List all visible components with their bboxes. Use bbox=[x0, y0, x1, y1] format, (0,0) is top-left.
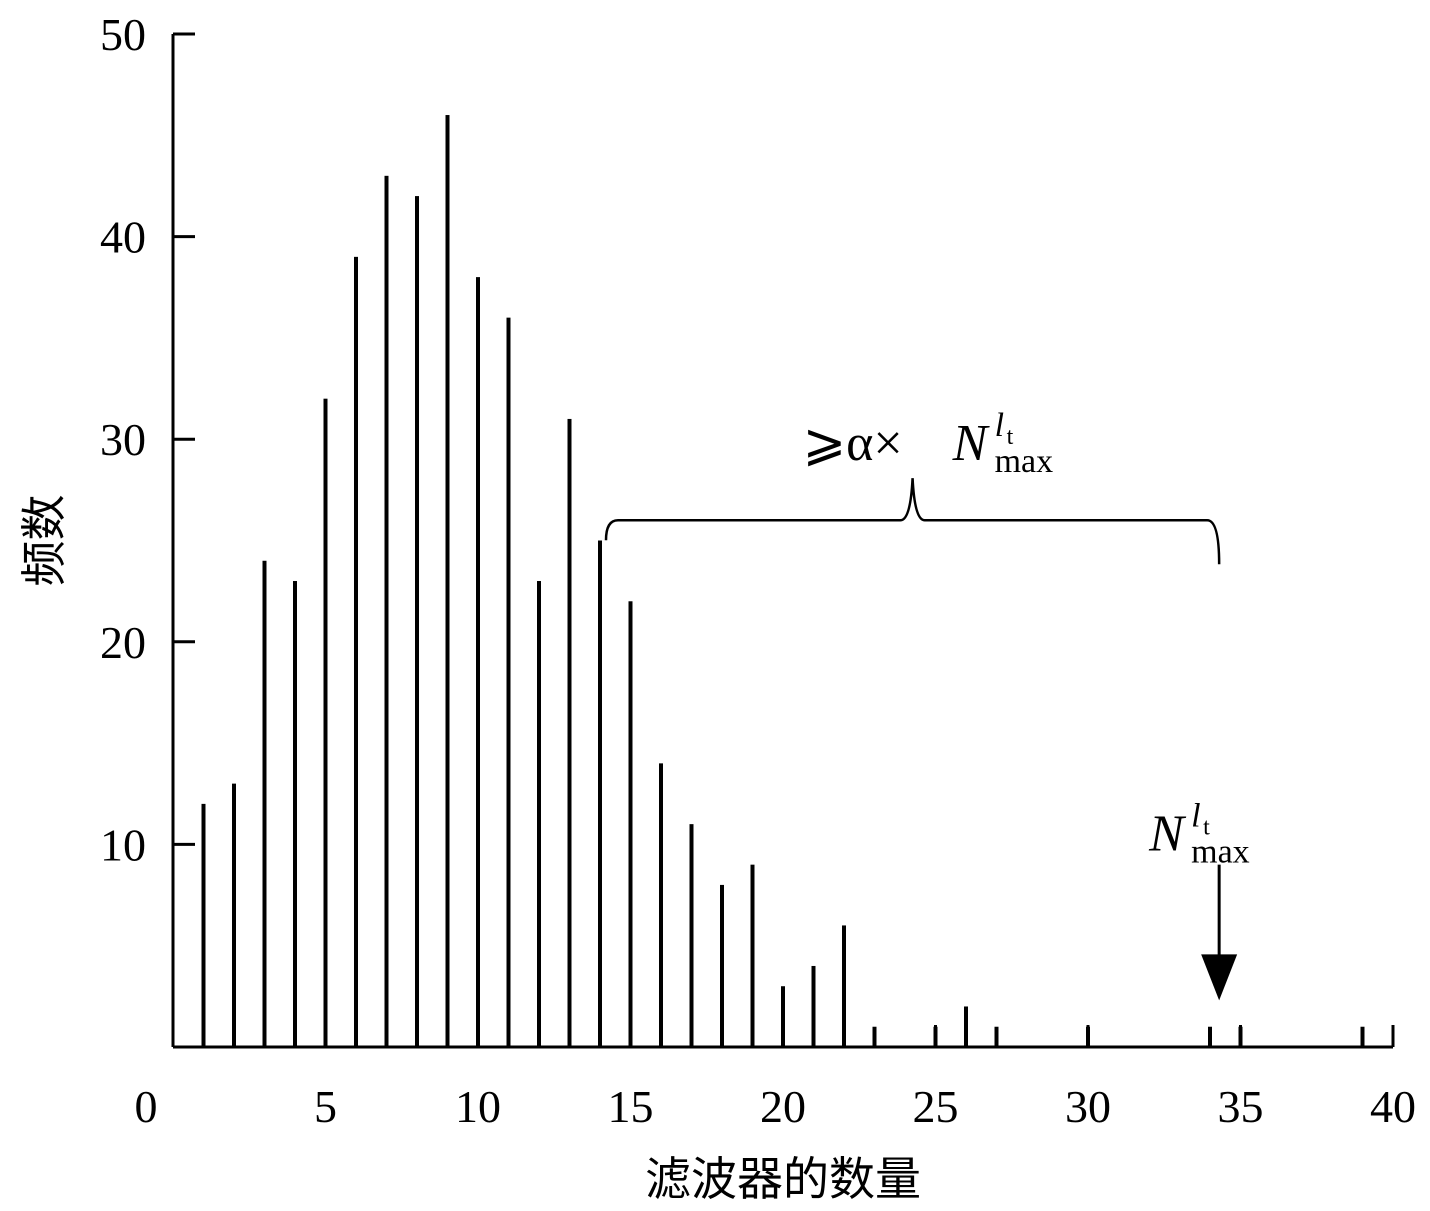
bar bbox=[506, 317, 511, 1047]
y-tick-label: 20 bbox=[100, 617, 146, 668]
y-ticks-group: 10 20 30 40 50 bbox=[100, 9, 195, 870]
bar bbox=[262, 560, 267, 1047]
bar bbox=[293, 581, 297, 1047]
bar bbox=[781, 986, 785, 1047]
bar bbox=[872, 1026, 877, 1047]
brace-label-var: N bbox=[952, 415, 991, 472]
x-tick-label: 25 bbox=[913, 1081, 959, 1132]
arrow-label-sub: max bbox=[1191, 834, 1250, 871]
bar bbox=[964, 1006, 968, 1047]
bar bbox=[445, 115, 450, 1048]
x-tick-label: 5 bbox=[314, 1081, 337, 1132]
bar bbox=[994, 1026, 999, 1047]
bar bbox=[598, 540, 602, 1047]
brace-label: ⩾α× bbox=[803, 415, 903, 472]
brace-label-sup: l bbox=[995, 407, 1004, 444]
bar bbox=[384, 175, 389, 1047]
x-tick-label: 40 bbox=[1370, 1081, 1416, 1132]
bar bbox=[689, 824, 694, 1047]
bar bbox=[720, 884, 724, 1047]
bar bbox=[567, 418, 572, 1047]
y-tick-label: 30 bbox=[100, 414, 146, 465]
x-tick-label: 0 bbox=[135, 1081, 158, 1132]
y-tick-label: 50 bbox=[100, 9, 146, 60]
y-tick-label: 10 bbox=[100, 819, 146, 870]
bar bbox=[1208, 1026, 1212, 1047]
bar bbox=[201, 803, 206, 1047]
brace-label-sup-sub: t bbox=[1007, 424, 1014, 450]
arrow-label-sup: l bbox=[1191, 798, 1200, 835]
x-tick-label: 15 bbox=[608, 1081, 654, 1132]
bar bbox=[842, 925, 846, 1047]
arrow-label-sup-sub: t bbox=[1203, 815, 1210, 841]
arrow-label-var: N bbox=[1148, 806, 1187, 863]
bar bbox=[628, 601, 633, 1047]
x-axis-label: 滤波器的数量 bbox=[645, 1152, 921, 1206]
bar bbox=[323, 398, 328, 1047]
y-axis-label: 频数 bbox=[17, 495, 71, 587]
bar bbox=[232, 783, 236, 1047]
x-tick-label: 20 bbox=[760, 1081, 806, 1132]
x-tick-label: 30 bbox=[1065, 1081, 1111, 1132]
brace-label-sub: max bbox=[995, 443, 1054, 480]
bar bbox=[750, 864, 755, 1047]
bar bbox=[1360, 1026, 1365, 1047]
brace bbox=[604, 478, 1221, 565]
arrow-head bbox=[1201, 954, 1238, 1001]
x-tick-label: 35 bbox=[1218, 1081, 1264, 1132]
y-tick-label: 40 bbox=[100, 212, 146, 263]
bar bbox=[415, 196, 419, 1047]
bar bbox=[659, 763, 663, 1047]
x-ticks-group: 0 5 10 15 20 25 30 35 40 bbox=[135, 1025, 1416, 1132]
bar bbox=[811, 965, 816, 1047]
bars-group bbox=[201, 115, 1365, 1048]
bar bbox=[537, 581, 541, 1047]
bar bbox=[354, 256, 358, 1047]
x-tick-label: 10 bbox=[455, 1081, 501, 1132]
bar bbox=[476, 277, 480, 1047]
